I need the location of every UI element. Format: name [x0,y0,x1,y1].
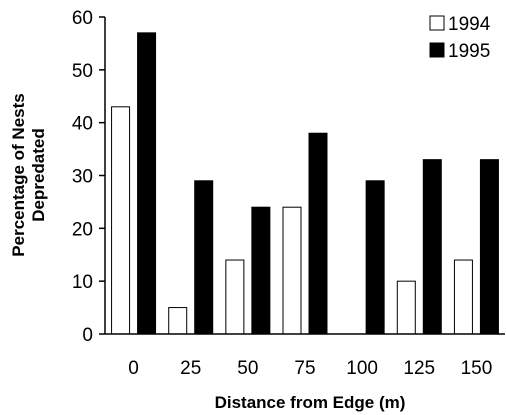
y-tick-label: 0 [82,325,93,346]
bars [111,32,499,335]
x-tick-label: 75 [294,358,315,379]
x-tick-label: 125 [403,358,435,379]
bar-1995-100 [365,180,385,335]
legend-label-1995: 1995 [448,41,490,62]
bar-1994-75 [282,206,302,335]
y-tick-label: 60 [72,8,93,29]
x-tick-label: 100 [346,358,378,379]
y-tick-label: 50 [72,61,93,82]
bar-1995-75 [308,132,328,335]
y-axis-title-line-1: Percentage of Nests [9,93,28,256]
y-axis-title: Percentage of Nests Depredated [9,93,48,256]
legend-label-1994: 1994 [448,14,491,35]
bar-1994-0 [111,106,131,335]
y-tick-label: 20 [72,219,93,240]
bar-1995-25 [194,180,214,335]
bar-1995-0 [137,32,157,335]
x-axis: 0 25 50 75 100 125 150 [105,333,505,379]
y-tick-label: 30 [72,167,93,188]
legend: 1994 1995 [429,14,491,62]
x-tick-label: 25 [180,358,201,379]
bar-1994-150 [453,259,473,335]
y-tick-label: 40 [72,114,93,135]
legend-swatch-1995 [429,42,445,58]
y-axis-title-line-2: Depredated [29,128,48,222]
legend-swatch-1994 [429,15,445,31]
bar-1994-125 [396,280,416,335]
bar-1994-50 [225,259,245,335]
y-tick-label: 10 [72,272,93,293]
bar-1995-150 [479,159,499,335]
bar-1995-125 [422,159,442,335]
bar-1995-50 [251,206,271,335]
y-axis: 0 10 20 30 40 50 60 [72,8,106,346]
x-tick-label: 50 [237,358,258,379]
bar-1994-25 [168,307,188,335]
x-axis-title: Distance from Edge (m) [215,393,406,412]
x-tick-label: 150 [461,358,493,379]
x-tick-label: 0 [128,358,139,379]
